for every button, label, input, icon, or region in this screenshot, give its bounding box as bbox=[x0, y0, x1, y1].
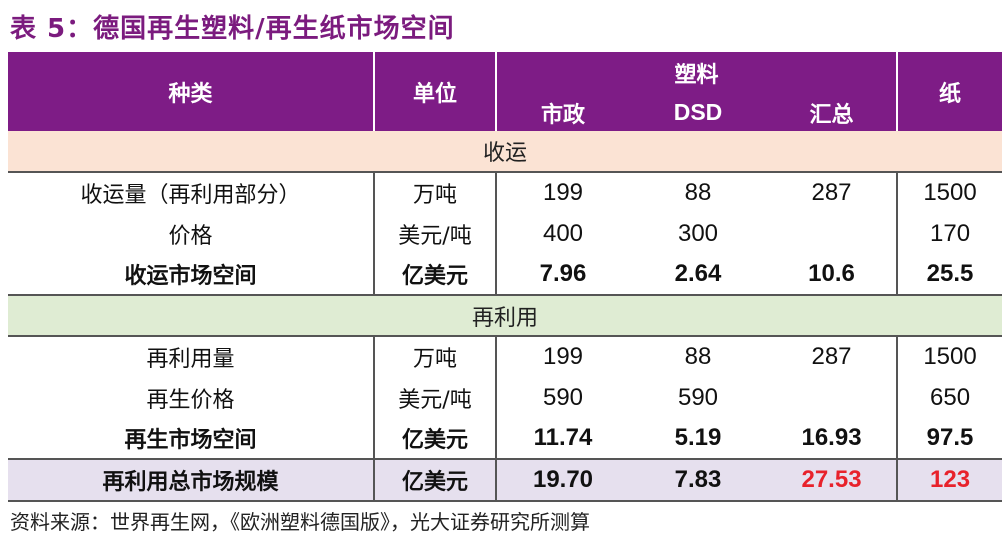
header-unit: 单位 bbox=[374, 52, 497, 131]
total-unit: 亿美元 bbox=[374, 458, 497, 502]
table-row: 再生价格 美元/吨 590 590 650 bbox=[8, 377, 1002, 418]
row-unit: 亿美元 bbox=[374, 254, 497, 296]
row-total bbox=[767, 213, 899, 254]
header-dsd: DSD bbox=[673, 99, 723, 125]
row-kind: 收运市场空间 bbox=[8, 254, 375, 296]
total-kind: 再利用总市场规模 bbox=[8, 458, 375, 502]
row-paper: 650 bbox=[930, 383, 971, 411]
table-title: 表 5：德国再生塑料/再生纸市场空间 bbox=[10, 14, 455, 44]
row-dsd: 88 bbox=[629, 335, 767, 377]
row-total: 16.93 bbox=[767, 418, 899, 459]
row-dsd: 2.64 bbox=[629, 254, 767, 296]
row-municipal: 590 bbox=[542, 383, 584, 411]
section-reuse: 再利用 bbox=[8, 295, 1003, 336]
row-kind: 价格 bbox=[8, 213, 375, 254]
header-total: 汇总 bbox=[767, 94, 899, 131]
row-municipal: 199 bbox=[496, 335, 629, 377]
row-paper: 1500 bbox=[897, 335, 1003, 377]
section-collection: 收运 bbox=[8, 131, 1003, 172]
row-municipal: 199 bbox=[496, 171, 629, 213]
total-total: 27.53 bbox=[767, 458, 899, 502]
row-paper: 97.5 bbox=[926, 424, 974, 451]
row-kind: 再生价格 bbox=[8, 377, 375, 418]
row-unit: 万吨 bbox=[374, 335, 497, 377]
row-municipal: 7.96 bbox=[496, 254, 629, 296]
source-note: 资料来源：世界再生网，《欧洲塑料德国版》，光大证券研究所测算 bbox=[10, 510, 590, 534]
header-plastic: 塑料 bbox=[496, 52, 899, 94]
table-row: 价格 美元/吨 400 300 170 bbox=[8, 213, 1002, 254]
row-kind: 再利用量 bbox=[8, 335, 375, 377]
total-dsd: 7.83 bbox=[629, 458, 767, 502]
section-label-collection: 收运 bbox=[8, 131, 1003, 172]
header-kind: 种类 bbox=[8, 52, 375, 131]
table-row: 收运量（再利用部分） 万吨 199 88 287 1500 bbox=[8, 171, 1003, 213]
row-dsd: 590 bbox=[677, 383, 719, 411]
table-row: 再生市场空间 亿美元 11.74 5.19 16.93 97.5 bbox=[8, 418, 1002, 459]
market-table: 种类 单位 塑料 纸 市政 DSD 汇总 收运 收运量（再利用部分） 万吨 19… bbox=[8, 52, 1003, 502]
table-row: 再利用量 万吨 199 88 287 1500 bbox=[8, 335, 1003, 377]
row-municipal: 400 bbox=[542, 219, 584, 247]
header-municipal: 市政 bbox=[540, 102, 585, 128]
row-kind: 再生市场空间 bbox=[8, 418, 375, 459]
table-row: 收运市场空间 亿美元 7.96 2.64 10.6 25.5 bbox=[8, 254, 1003, 296]
row-municipal: 11.74 bbox=[533, 424, 593, 451]
row-dsd: 300 bbox=[677, 219, 719, 247]
section-label-reuse: 再利用 bbox=[8, 295, 1003, 336]
row-unit: 美元/吨 bbox=[374, 377, 497, 418]
row-unit: 亿美元 bbox=[374, 418, 497, 459]
row-unit: 万吨 bbox=[374, 171, 497, 213]
row-paper: 1500 bbox=[897, 171, 1003, 213]
row-paper: 170 bbox=[930, 219, 971, 247]
row-dsd: 5.19 bbox=[674, 424, 722, 451]
row-total: 287 bbox=[767, 335, 899, 377]
total-municipal: 19.70 bbox=[496, 458, 629, 502]
row-unit: 美元/吨 bbox=[374, 213, 497, 254]
row-paper: 25.5 bbox=[897, 254, 1003, 296]
row-dsd: 88 bbox=[629, 171, 767, 213]
total-row: 再利用总市场规模 亿美元 19.70 7.83 27.53 123 bbox=[8, 458, 1003, 502]
row-total: 287 bbox=[767, 171, 899, 213]
header-paper: 纸 bbox=[939, 81, 962, 107]
total-paper: 123 bbox=[897, 458, 1003, 502]
row-total bbox=[767, 377, 899, 418]
header-row-top: 种类 单位 塑料 纸 bbox=[8, 52, 1003, 131]
row-total: 10.6 bbox=[767, 254, 899, 296]
row-kind: 收运量（再利用部分） bbox=[8, 171, 375, 213]
